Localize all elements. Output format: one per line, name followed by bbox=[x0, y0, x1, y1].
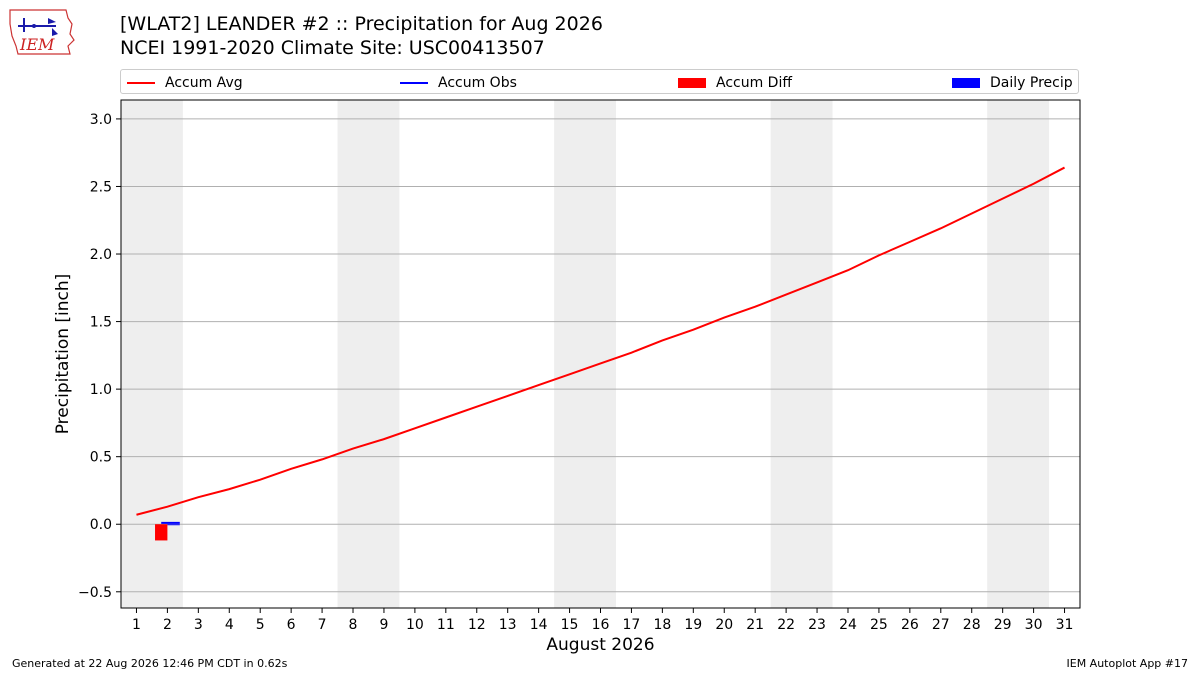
x-tick-label: 19 bbox=[684, 617, 702, 633]
y-tick-label: 2.5 bbox=[90, 179, 112, 195]
footer-generated: Generated at 22 Aug 2026 12:46 PM CDT in… bbox=[12, 657, 288, 670]
y-axis-label: Precipitation [inch] bbox=[53, 274, 73, 435]
legend-item-accum-diff: Accum Diff bbox=[678, 70, 792, 95]
weekend-band bbox=[121, 100, 183, 608]
legend-swatch-accum-diff bbox=[678, 77, 706, 88]
x-tick-label: 29 bbox=[994, 617, 1012, 633]
weekend-band bbox=[337, 100, 400, 608]
legend-item-daily-precip: Daily Precip bbox=[952, 70, 1073, 95]
legend-label-daily-precip: Daily Precip bbox=[990, 74, 1073, 91]
legend-label-accum-avg: Accum Avg bbox=[165, 74, 243, 91]
x-axis-label: August 2026 bbox=[546, 635, 654, 655]
iem-logo: IEM bbox=[8, 6, 78, 58]
x-tick-label: 17 bbox=[623, 617, 641, 633]
x-tick-label: 1 bbox=[132, 617, 141, 633]
x-tick-label: 13 bbox=[499, 617, 517, 633]
x-tick-label: 4 bbox=[225, 617, 234, 633]
x-tick-label: 30 bbox=[1025, 617, 1043, 633]
x-tick-label: 8 bbox=[349, 617, 358, 633]
x-tick-label: 9 bbox=[379, 617, 388, 633]
x-tick-label: 28 bbox=[963, 617, 981, 633]
y-tick-label: 2.0 bbox=[90, 247, 112, 263]
x-tick-label: 20 bbox=[715, 617, 733, 633]
x-tick-label: 21 bbox=[746, 617, 764, 633]
y-tick-label: 0.0 bbox=[90, 517, 112, 533]
x-tick-label: 2 bbox=[163, 617, 172, 633]
legend: Accum Avg Accum Obs Accum Diff Daily Pre… bbox=[120, 69, 1079, 94]
legend-swatch-accum-avg bbox=[127, 81, 155, 84]
x-tick-label: 18 bbox=[653, 617, 671, 633]
y-tick-label: 0.5 bbox=[90, 450, 112, 466]
x-tick-label: 11 bbox=[437, 617, 455, 633]
legend-swatch-accum-obs bbox=[400, 81, 428, 84]
x-tick-label: 16 bbox=[592, 617, 610, 633]
legend-item-accum-avg: Accum Avg bbox=[127, 70, 243, 95]
legend-label-accum-obs: Accum Obs bbox=[438, 74, 517, 91]
accum-diff-bar bbox=[155, 524, 168, 541]
x-tick-label: 22 bbox=[777, 617, 795, 633]
chart-title: [WLAT2] LEANDER #2 :: Precipitation for … bbox=[120, 12, 603, 60]
x-tick-label: 7 bbox=[318, 617, 327, 633]
x-tick-label: 3 bbox=[194, 617, 203, 633]
x-tick-label: 24 bbox=[839, 617, 857, 633]
legend-label-accum-diff: Accum Diff bbox=[716, 74, 793, 91]
title-line-1: [WLAT2] LEANDER #2 :: Precipitation for … bbox=[120, 13, 603, 35]
y-tick-label: 1.5 bbox=[90, 315, 112, 331]
x-tick-label: 15 bbox=[561, 617, 579, 633]
x-tick-label: 25 bbox=[870, 617, 888, 633]
x-tick-label: 31 bbox=[1056, 617, 1074, 633]
footer-app: IEM Autoplot App #17 bbox=[1066, 657, 1189, 670]
accum-avg-line bbox=[136, 166, 1065, 516]
legend-item-accum-obs: Accum Obs bbox=[400, 70, 517, 95]
weekend-band bbox=[554, 100, 616, 608]
y-tick-label: −0.5 bbox=[78, 585, 112, 601]
x-tick-label: 10 bbox=[406, 617, 424, 633]
x-tick-label: 23 bbox=[808, 617, 826, 633]
y-tick-label: 3.0 bbox=[90, 112, 112, 128]
legend-swatch-daily-precip bbox=[952, 77, 980, 88]
x-tick-label: 26 bbox=[901, 617, 919, 633]
x-tick-label: 12 bbox=[468, 617, 486, 633]
x-tick-label: 6 bbox=[287, 617, 296, 633]
x-tick-label: 5 bbox=[256, 617, 265, 633]
title-line-2: NCEI 1991-2020 Climate Site: USC00413507 bbox=[120, 37, 545, 59]
weekend-band bbox=[770, 100, 833, 608]
daily-precip-bar bbox=[167, 524, 180, 526]
y-tick-label: 1.0 bbox=[90, 382, 112, 398]
x-tick-label: 14 bbox=[530, 617, 548, 633]
logo-text: IEM bbox=[19, 35, 55, 54]
x-tick-label: 27 bbox=[932, 617, 950, 633]
weekend-band bbox=[987, 100, 1050, 608]
plot-frame bbox=[120, 99, 1081, 609]
